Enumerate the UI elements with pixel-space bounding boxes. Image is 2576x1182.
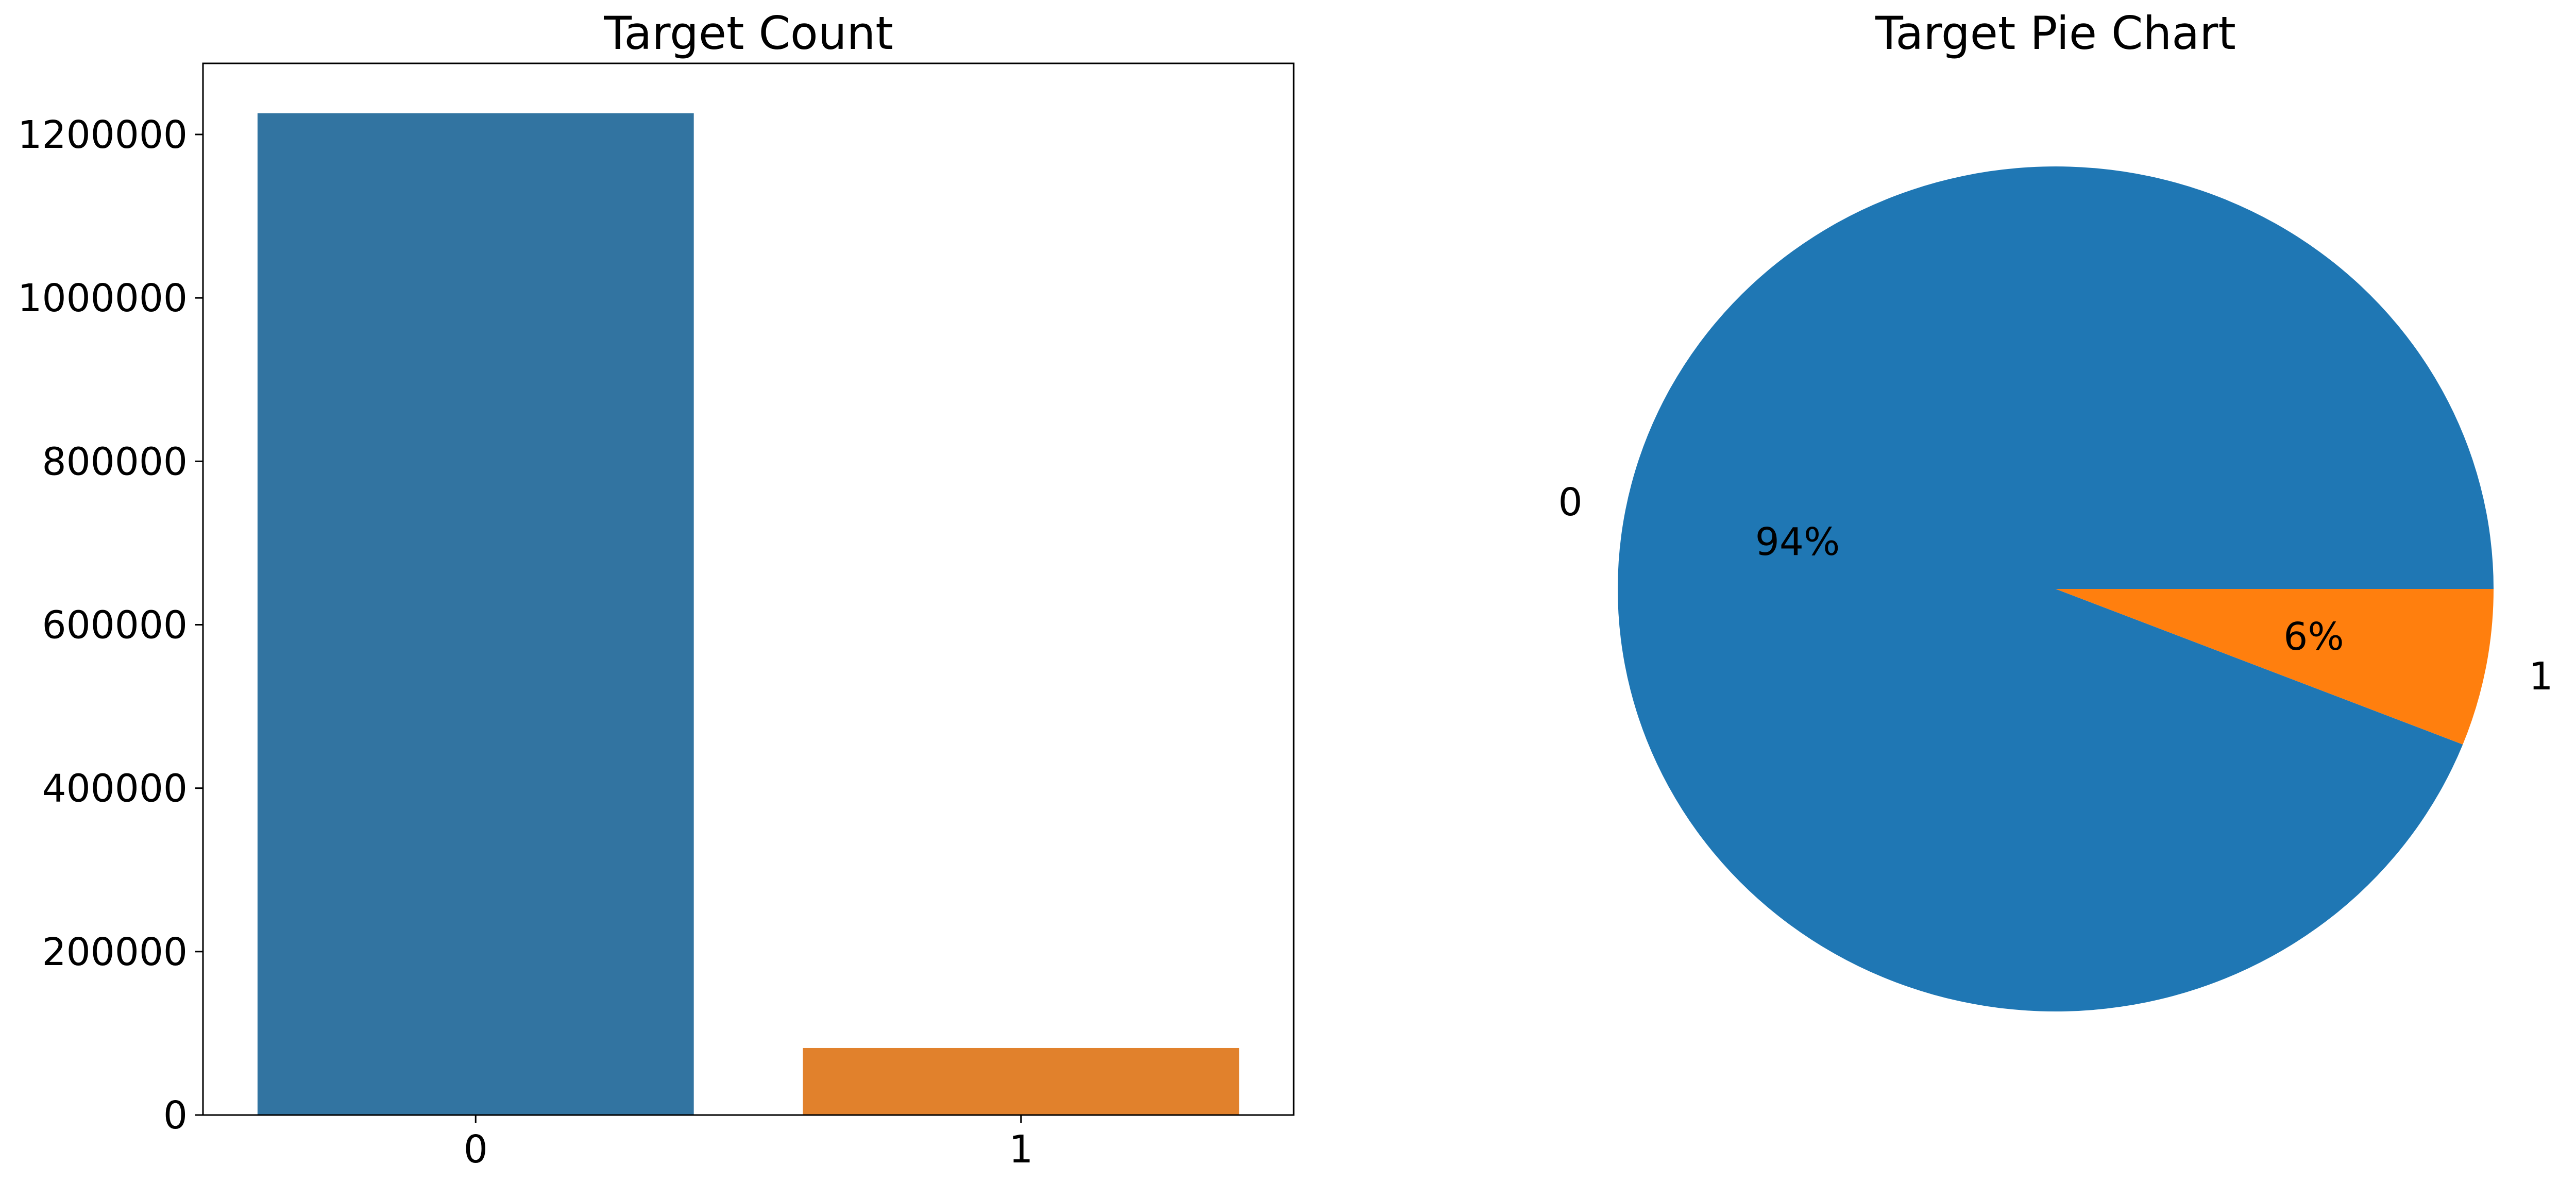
pie-slice-0 xyxy=(1618,166,2494,1011)
pie-slice-1 xyxy=(2056,589,2494,745)
y-tick-label: 600000 xyxy=(42,603,188,647)
pie-chart-labels: 94% 0 6% 1 xyxy=(1558,480,2553,699)
bar-chart-y-ticks: 0 200000 400000 600000 800000 1000000 1200000 xyxy=(18,113,203,1138)
pie-percent-label: 6% xyxy=(2283,615,2344,659)
bar-chart-bars xyxy=(257,113,1240,1115)
pie-chart-slices xyxy=(1618,166,2494,1011)
bar-chart-title: Target Count xyxy=(603,7,893,60)
bar-1 xyxy=(803,1048,1240,1115)
y-tick-label: 1000000 xyxy=(18,276,188,320)
pie-chart-title: Target Pie Chart xyxy=(1875,7,2236,60)
bar-0 xyxy=(257,113,694,1115)
y-tick-label: 400000 xyxy=(42,767,188,811)
pie-category-label: 1 xyxy=(2529,654,2553,699)
pie-percent-label: 94% xyxy=(1755,520,1840,564)
y-tick-label: 200000 xyxy=(42,930,188,974)
bar-chart-frame xyxy=(202,62,1295,1116)
x-tick-label: 1 xyxy=(1009,1127,1033,1172)
bar-chart: Target Count 020000040000060000080000010… xyxy=(18,7,1295,1172)
y-tick-label: 0 xyxy=(163,1093,188,1138)
x-tick-label: 0 xyxy=(464,1127,488,1172)
y-tick-label: 800000 xyxy=(42,440,188,484)
pie-category-label: 0 xyxy=(1558,480,1582,525)
pie-chart: Target Pie Chart 94% 0 6% 1 xyxy=(1558,7,2553,1011)
y-tick-label: 1200000 xyxy=(18,113,188,157)
